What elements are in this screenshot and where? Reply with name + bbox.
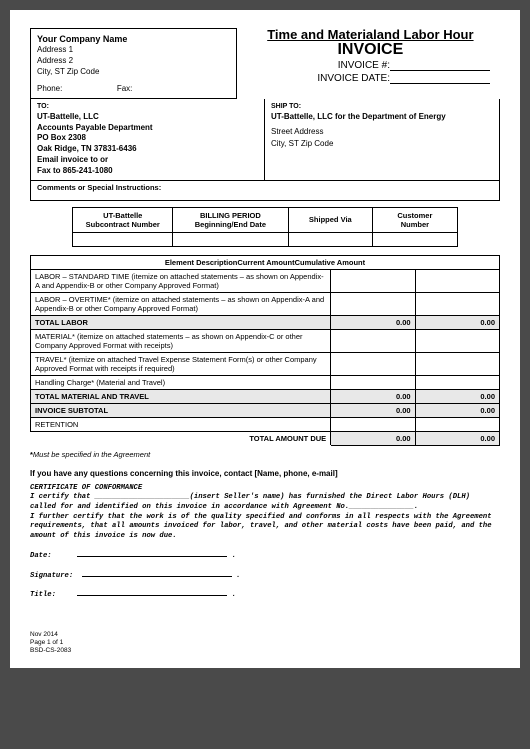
to-l4: Oak Ridge, TN 37831-6436 bbox=[37, 144, 258, 155]
row-material: MATERIAL* (itemize on attached statement… bbox=[31, 329, 331, 352]
line-items-table: Element DescriptionCurrent AmountCumulat… bbox=[30, 255, 500, 446]
company-addr2: Address 2 bbox=[37, 56, 230, 67]
cell-cum-7: 0.00 bbox=[415, 389, 499, 403]
th-shipped: Shipped Via bbox=[288, 207, 373, 232]
to-l6: Fax to 865-241-1080 bbox=[37, 166, 258, 177]
cell-billing[interactable] bbox=[173, 232, 288, 246]
cell-cur-1[interactable] bbox=[331, 269, 415, 292]
title-line1: Time and Materialand Labor Hour bbox=[241, 28, 500, 42]
title-fill[interactable] bbox=[77, 589, 227, 596]
invno-label: INVOICE #: bbox=[338, 60, 390, 71]
invno-fill[interactable] bbox=[390, 62, 490, 71]
company-addr1: Address 1 bbox=[37, 45, 230, 56]
to-l2: Accounts Payable Department bbox=[37, 123, 258, 134]
phone-label: Phone: bbox=[37, 84, 62, 93]
company-name: Your Company Name bbox=[37, 33, 230, 45]
cert-title: CERTIFICATE OF CONFORMANCE bbox=[30, 484, 500, 494]
tbl2-header: Element DescriptionCurrent AmountCumulat… bbox=[31, 255, 500, 269]
invoice-date-line: INVOICE DATE: bbox=[241, 73, 500, 84]
footer-l1: Nov 2014 bbox=[30, 631, 500, 639]
cell-shipped[interactable] bbox=[288, 232, 373, 246]
row-total-labor: TOTAL LABOR bbox=[31, 315, 331, 329]
cell-cum-5[interactable] bbox=[415, 352, 499, 375]
bill-to-cell: TO: UT-Battelle, LLC Accounts Payable De… bbox=[31, 99, 265, 179]
row-total-mt: TOTAL MATERIAL AND TRAVEL bbox=[31, 389, 331, 403]
footer-l3: BSD-CS-2083 bbox=[30, 647, 500, 655]
cell-cum-9[interactable] bbox=[415, 417, 499, 431]
fax-label: Fax: bbox=[117, 84, 133, 93]
to-l3: PO Box 2308 bbox=[37, 133, 258, 144]
footer: Nov 2014 Page 1 of 1 BSD-CS-2083 bbox=[30, 631, 500, 654]
cell-cum-3: 0.00 bbox=[415, 315, 499, 329]
asterisk-note: *Must be specified in the Agreement bbox=[30, 450, 500, 459]
cell-cum-10: 0.00 bbox=[415, 431, 499, 445]
invdate-fill[interactable] bbox=[390, 75, 490, 84]
row-labor-ot: LABOR – OVERTIME* (itemize on attached s… bbox=[31, 292, 331, 315]
cell-cur-8: 0.00 bbox=[331, 403, 415, 417]
comments-label: Comments or Special Instructions: bbox=[37, 183, 161, 192]
footer-l2: Page 1 of 1 bbox=[30, 639, 500, 647]
invdate-label: INVOICE DATE: bbox=[317, 73, 390, 84]
cell-cur-5[interactable] bbox=[331, 352, 415, 375]
ship-to-cell: SHIP TO: UT-Battelle, LLC for the Depart… bbox=[265, 99, 499, 179]
cell-cum-4[interactable] bbox=[415, 329, 499, 352]
th-billing: BILLING PERIODBeginning/End Date bbox=[173, 207, 288, 232]
cell-cum-6[interactable] bbox=[415, 375, 499, 389]
ship-l3: City, ST Zip Code bbox=[271, 139, 493, 150]
row-labor-std: LABOR – STANDARD TIME (itemize on attach… bbox=[31, 269, 331, 292]
cell-custno[interactable] bbox=[373, 232, 458, 246]
company-citystzip: City, ST Zip Code bbox=[37, 67, 230, 78]
cell-cur-3: 0.00 bbox=[331, 315, 415, 329]
certificate-block: CERTIFICATE OF CONFORMANCE I certify tha… bbox=[30, 484, 500, 601]
cell-cur-7: 0.00 bbox=[331, 389, 415, 403]
cert-body1: I certify that ______________________(in… bbox=[30, 493, 500, 512]
row-travel: TRAVEL* (itemize on attached Travel Expe… bbox=[31, 352, 331, 375]
cell-cur-10: 0.00 bbox=[331, 431, 415, 445]
info-table: UT-BattelleSubcontract Number BILLING PE… bbox=[72, 207, 457, 247]
questions-line: If you have any questions concerning thi… bbox=[30, 469, 500, 478]
phone-fax-row: Phone: Fax: bbox=[37, 84, 230, 95]
cert-date-row: Date: . bbox=[30, 550, 500, 562]
cell-subcontract[interactable] bbox=[73, 232, 173, 246]
row-total-due-label: TOTAL AMOUNT DUE bbox=[31, 431, 331, 445]
cell-cur-6[interactable] bbox=[331, 375, 415, 389]
title-box: Time and Materialand Labor Hour INVOICE … bbox=[237, 28, 500, 99]
ship-l2: Street Address bbox=[271, 127, 493, 138]
cert-body2: I further certify that the work is of th… bbox=[30, 513, 500, 542]
th-subcontract: UT-BattelleSubcontract Number bbox=[73, 207, 173, 232]
header-row: Your Company Name Address 1 Address 2 Ci… bbox=[30, 28, 500, 99]
th-custno: CustomerNumber bbox=[373, 207, 458, 232]
row-retention: RETENTION bbox=[31, 417, 331, 431]
sig-fill[interactable] bbox=[82, 570, 232, 577]
cell-cum-8: 0.00 bbox=[415, 403, 499, 417]
cell-cur-9[interactable] bbox=[331, 417, 415, 431]
cell-cum-1[interactable] bbox=[415, 269, 499, 292]
cert-sig-row: Signature: . bbox=[30, 570, 500, 582]
to-label: TO: bbox=[37, 102, 258, 111]
row-handling: Handling Charge* (Material and Travel) bbox=[31, 375, 331, 389]
row-subtotal: INVOICE SUBTOTAL bbox=[31, 403, 331, 417]
title-line2: INVOICE bbox=[241, 42, 500, 58]
cell-cur-4[interactable] bbox=[331, 329, 415, 352]
to-l5: Email invoice to or bbox=[37, 155, 258, 166]
to-l1: UT-Battelle, LLC bbox=[37, 112, 258, 123]
cell-cum-2[interactable] bbox=[415, 292, 499, 315]
cell-cur-2[interactable] bbox=[331, 292, 415, 315]
invoice-number-line: INVOICE #: bbox=[241, 60, 500, 71]
invoice-page: Your Company Name Address 1 Address 2 Ci… bbox=[10, 10, 520, 668]
ship-label: SHIP TO: bbox=[271, 102, 493, 111]
ship-l1: UT-Battelle, LLC for the Department of E… bbox=[271, 112, 493, 123]
cert-title-row: Title: . bbox=[30, 589, 500, 601]
comments-box: Comments or Special Instructions: bbox=[30, 181, 500, 201]
date-fill[interactable] bbox=[77, 550, 227, 557]
company-box: Your Company Name Address 1 Address 2 Ci… bbox=[30, 28, 237, 99]
address-row: TO: UT-Battelle, LLC Accounts Payable De… bbox=[30, 99, 500, 180]
